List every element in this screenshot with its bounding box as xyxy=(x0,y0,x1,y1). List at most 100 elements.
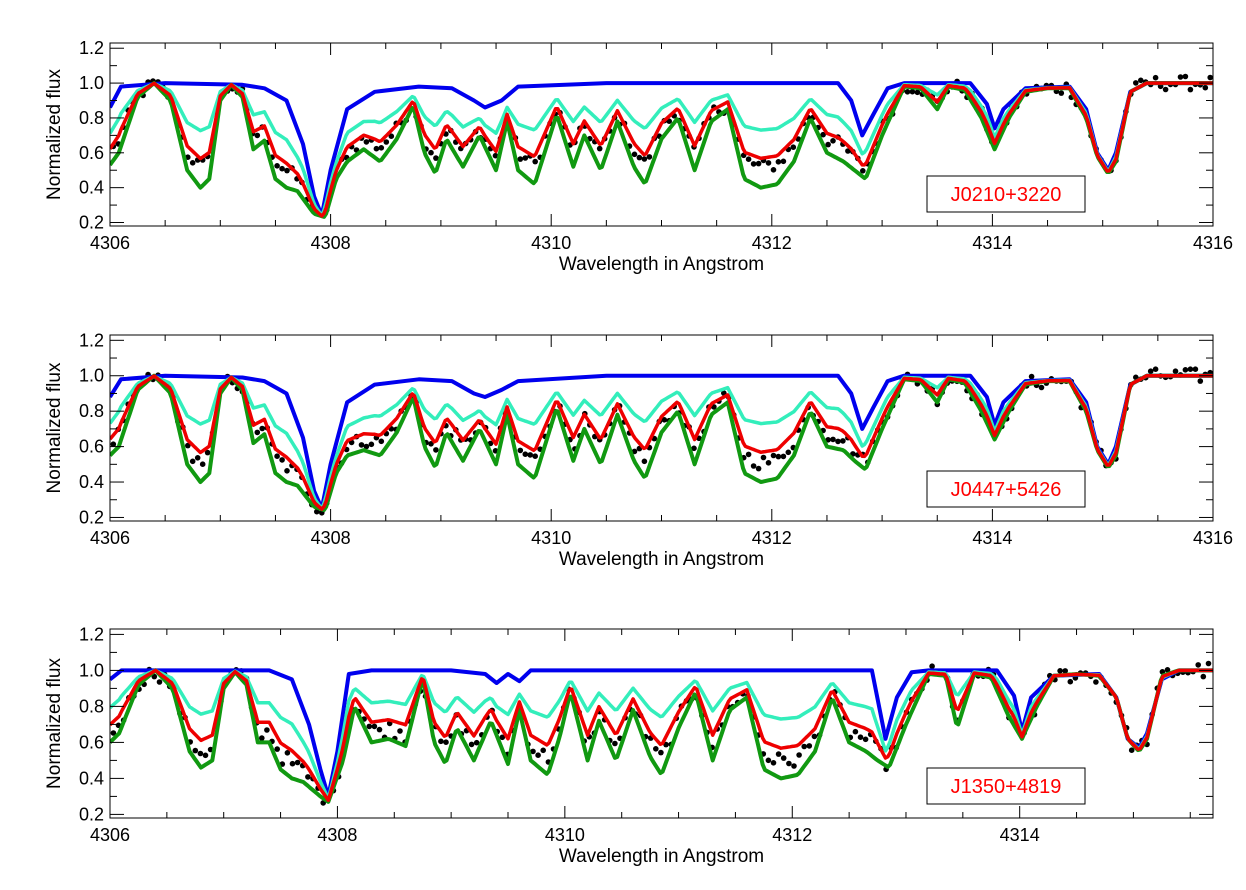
observed-point xyxy=(388,133,395,139)
observed-point xyxy=(428,441,434,447)
observed-point xyxy=(852,728,859,735)
x-axis-label: Wavelength in Angstrom xyxy=(559,846,764,867)
observed-point xyxy=(1067,678,1074,685)
observed-point xyxy=(530,748,536,755)
model-line-green xyxy=(110,668,1213,804)
observed-point xyxy=(631,151,638,158)
observed-point xyxy=(1177,74,1184,80)
y-tick-label: 1.2 xyxy=(79,330,104,350)
observed-point xyxy=(1152,74,1159,81)
observed-point xyxy=(1197,378,1204,384)
observed-point xyxy=(1038,384,1045,391)
observed-point xyxy=(433,447,439,453)
observed-point xyxy=(1182,73,1189,80)
observed-point xyxy=(791,763,797,769)
x-tick-label: 4308 xyxy=(311,528,351,548)
observed-point xyxy=(596,145,603,152)
observed-point xyxy=(641,156,648,162)
observed-point xyxy=(806,743,813,749)
observed-point xyxy=(1128,747,1135,753)
observed-point xyxy=(428,149,434,156)
plot-area xyxy=(110,366,1213,516)
y-axis-label: Normalized flux xyxy=(44,69,65,200)
observed-point xyxy=(775,453,782,460)
observed-point xyxy=(438,738,444,745)
x-tick-label: 4314 xyxy=(1000,825,1040,845)
x-tick-label: 4314 xyxy=(972,528,1012,548)
observed-point xyxy=(1058,90,1065,96)
observed-point xyxy=(366,723,373,730)
observed-point xyxy=(1200,673,1207,680)
spectrum-panel-3: 4306 4308 4310 4312 4314 0.2 0.4 0.6 0.8 1.0 1.2 Wa… xyxy=(44,624,1214,867)
observed-point xyxy=(785,449,792,456)
observed-point xyxy=(914,89,921,96)
observed-point xyxy=(192,747,199,754)
observed-point xyxy=(254,132,261,139)
observed-point xyxy=(274,163,280,169)
observed-point xyxy=(653,746,659,752)
observed-point xyxy=(378,438,385,445)
star-label: J0447+5426 xyxy=(951,479,1062,501)
star-label: J1350+4819 xyxy=(951,776,1062,798)
observed-point xyxy=(259,425,266,432)
observed-point xyxy=(371,723,378,730)
model-line-red xyxy=(110,373,1213,511)
observed-point xyxy=(770,452,777,459)
observed-point xyxy=(755,160,762,167)
model-line-red xyxy=(110,81,1213,218)
y-tick-label: 1.0 xyxy=(79,366,104,386)
observed-point xyxy=(289,760,296,767)
y-tick-label: 0.2 xyxy=(79,804,104,824)
observed-point xyxy=(636,154,643,161)
observed-point xyxy=(661,417,668,423)
observed-point xyxy=(274,746,281,752)
observed-point xyxy=(156,679,163,685)
observed-point xyxy=(691,445,697,452)
x-tick-label: 4316 xyxy=(1193,528,1233,548)
observed-point xyxy=(294,759,301,766)
observed-point xyxy=(786,760,792,767)
observed-point xyxy=(540,747,546,754)
observed-point xyxy=(857,734,864,740)
observed-point xyxy=(376,726,383,733)
y-tick-label: 1.2 xyxy=(79,38,104,58)
y-tick-label: 0.6 xyxy=(79,437,104,457)
observed-point xyxy=(860,168,866,174)
observed-point xyxy=(305,774,311,780)
observed-point xyxy=(274,453,280,460)
observed-point xyxy=(397,728,403,734)
observed-point xyxy=(1138,77,1144,84)
observed-point xyxy=(1182,367,1189,373)
y-tick-label: 0.4 xyxy=(79,178,104,198)
observed-point xyxy=(780,453,787,460)
observed-point xyxy=(1205,660,1212,667)
model-line-blue xyxy=(110,373,1213,511)
observed-point xyxy=(368,441,375,448)
observed-point xyxy=(820,131,826,138)
observed-point xyxy=(830,436,836,443)
observed-point xyxy=(760,454,767,461)
observed-point xyxy=(284,167,290,174)
observed-point xyxy=(641,458,648,465)
observed-point xyxy=(801,743,807,750)
observed-point xyxy=(358,442,365,448)
observed-point xyxy=(1187,86,1194,93)
y-tick-label: 0.2 xyxy=(79,507,104,527)
observed-point xyxy=(929,663,935,669)
observed-point xyxy=(765,160,772,166)
observed-point xyxy=(314,508,320,515)
observed-point xyxy=(468,741,475,748)
observed-point xyxy=(765,757,772,764)
y-tick-label: 1.0 xyxy=(79,660,104,680)
observed-point xyxy=(770,760,777,766)
x-tick-label: 4310 xyxy=(531,528,571,548)
observed-point xyxy=(378,145,385,151)
observed-point xyxy=(1187,366,1194,373)
observed-point xyxy=(535,752,541,758)
observed-point xyxy=(612,740,618,747)
y-tick-label: 0.4 xyxy=(79,472,104,492)
observed-point xyxy=(1062,668,1068,674)
observed-point xyxy=(775,159,782,165)
observed-point xyxy=(532,158,538,165)
